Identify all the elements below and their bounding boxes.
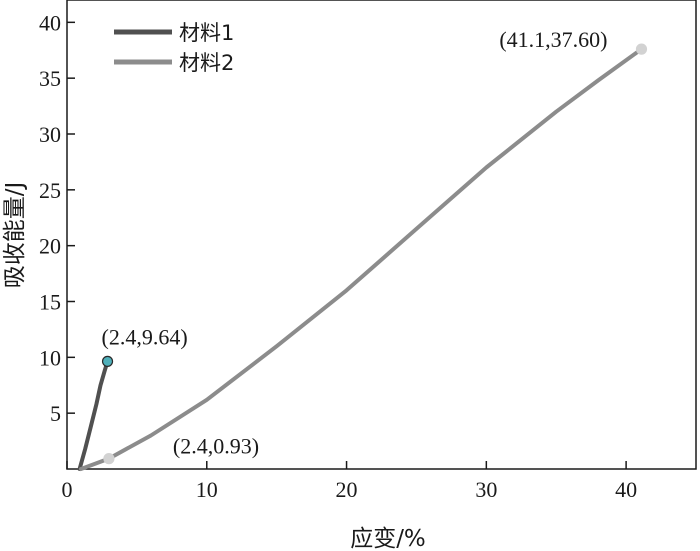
- series-line-1: [77, 359, 110, 471]
- x-axis-label: 应变/%: [350, 526, 426, 551]
- annotation-label: (2.4,9.64): [102, 324, 188, 349]
- y-tick-label: 5: [50, 401, 61, 426]
- annotation-marker: [103, 453, 115, 465]
- series-lines: [77, 47, 644, 471]
- annotation-label: (2.4,0.93): [173, 434, 259, 459]
- y-tick-label: 15: [39, 290, 61, 315]
- legend-label-1: 材料1: [179, 21, 234, 45]
- legend-label-2: 材料2: [179, 51, 234, 75]
- x-tick-label: 0: [62, 477, 73, 502]
- x-tick-label: 10: [196, 477, 218, 502]
- annotation-marker: [101, 355, 114, 367]
- annotation-marker: [635, 43, 648, 55]
- y-axis-label: 吸收能量/J: [2, 182, 28, 289]
- x-tick-label: 20: [336, 477, 358, 502]
- annotation-label: (41.1,37.60): [499, 27, 607, 52]
- y-tick-label: 40: [39, 10, 61, 35]
- plot-frame: [66, 0, 697, 470]
- y-tick-label: 25: [39, 178, 61, 203]
- y-tick-label: 20: [39, 234, 61, 259]
- series-line-2: [79, 47, 644, 471]
- ticks: 0 10 20 30 40 5 10 15 20 25 30 35 40: [39, 10, 637, 502]
- y-tick-label: 35: [39, 66, 61, 91]
- y-tick-label: 10: [39, 345, 61, 370]
- annotation-markers: (2.4,9.64) (2.4,0.93) (41.1,37.60): [101, 27, 648, 465]
- y-tick-label: 30: [39, 122, 61, 147]
- x-tick-label: 40: [615, 477, 637, 502]
- x-tick-label: 30: [475, 477, 497, 502]
